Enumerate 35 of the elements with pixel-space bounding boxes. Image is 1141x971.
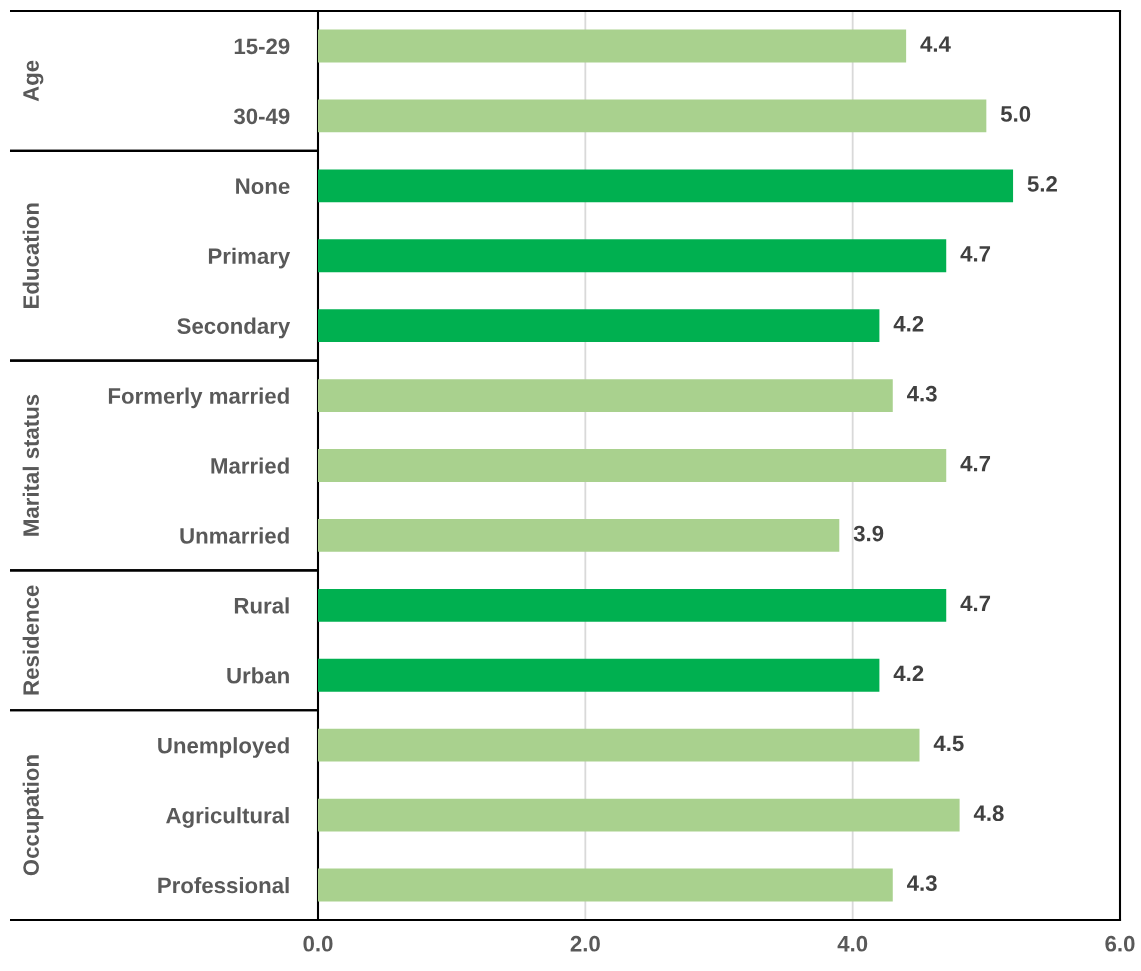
data-label: 4.2 <box>893 665 924 682</box>
data-label: 5.0 <box>1000 106 1031 122</box>
data-label: 4.2 <box>893 315 924 332</box>
data-label: 4.7 <box>960 246 991 262</box>
y-tick-label: Primary <box>208 247 291 269</box>
text: Education <box>22 203 39 308</box>
y-tick-label: Formerly married <box>108 387 289 409</box>
data-label: 4.3 <box>906 385 937 402</box>
text: Residence <box>22 585 39 695</box>
x-tick-label: 6.0 <box>1105 935 1135 952</box>
x-tick-label: 4.0 <box>837 935 868 952</box>
data-label: 5.2 <box>1027 176 1057 192</box>
data-label: 4.8 <box>973 805 1004 822</box>
x-tick-label: 0.0 <box>303 935 333 952</box>
y-tick-label: 30-49 <box>233 108 290 125</box>
text: Age <box>23 60 44 102</box>
data-label: 4.7 <box>960 455 991 472</box>
y-tick-label: Married <box>211 457 289 474</box>
y-tick-label: Unmarried <box>180 527 289 544</box>
data-label: 4.7 <box>960 595 991 612</box>
y-tick-label: Urban <box>227 667 289 684</box>
data-label: 4.3 <box>906 875 937 892</box>
data-label: 3.9 <box>853 525 884 542</box>
y-tick-label: Rural <box>234 597 289 614</box>
y-tick-label: Agricultural <box>166 807 289 828</box>
text: Occupation <box>22 755 44 876</box>
y-tick-label: Secondary <box>177 317 291 339</box>
data-label: 4.5 <box>933 735 964 752</box>
y-tick-label: Unemployed <box>158 737 289 758</box>
y-tick-label: Professional <box>158 876 289 894</box>
y-tick-label: None <box>236 178 290 195</box>
x-tick-label: 2.0 <box>570 935 600 952</box>
data-label: 4.4 <box>920 36 951 52</box>
text: Marital status <box>22 394 39 536</box>
y-tick-label: 15-29 <box>234 38 290 55</box>
